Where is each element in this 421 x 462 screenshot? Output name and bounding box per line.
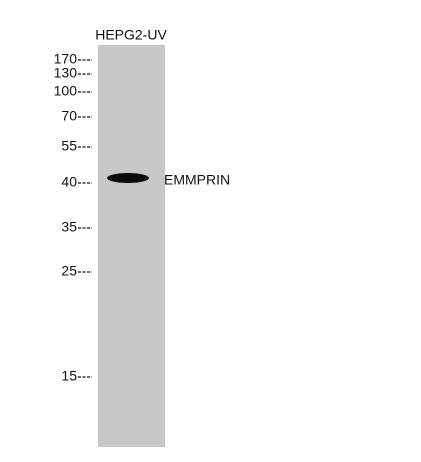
- marker-label: 35: [61, 219, 77, 235]
- marker-label: 100: [54, 83, 78, 99]
- marker-label: 170: [54, 51, 78, 67]
- marker-label: 15: [61, 368, 77, 384]
- marker-label: 25: [61, 263, 77, 279]
- lane: [98, 45, 165, 447]
- marker-label: 55: [61, 138, 77, 154]
- marker-label: 70: [61, 108, 77, 124]
- marker-label: 130: [54, 65, 78, 81]
- marker-label: 40: [61, 174, 77, 190]
- band: [107, 173, 149, 183]
- band-label: EMMPRIN: [164, 172, 230, 188]
- lane-label: HEPG2-UV: [95, 27, 167, 43]
